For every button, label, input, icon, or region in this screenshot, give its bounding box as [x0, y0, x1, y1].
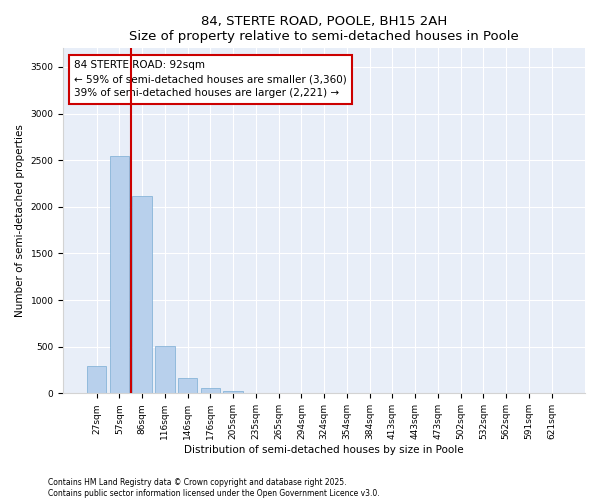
Bar: [87, 366, 106, 394]
Text: 84 STERTE ROAD: 92sqm
← 59% of semi-detached houses are smaller (3,360)
39% of s: 84 STERTE ROAD: 92sqm ← 59% of semi-deta…: [74, 60, 346, 98]
Text: Contains HM Land Registry data © Crown copyright and database right 2025.
Contai: Contains HM Land Registry data © Crown c…: [48, 478, 380, 498]
Bar: [223, 392, 243, 394]
Bar: [110, 156, 129, 394]
Bar: [246, 392, 266, 394]
Title: 84, STERTE ROAD, POOLE, BH15 2AH
Size of property relative to semi-detached hous: 84, STERTE ROAD, POOLE, BH15 2AH Size of…: [129, 15, 519, 43]
X-axis label: Distribution of semi-detached houses by size in Poole: Distribution of semi-detached houses by …: [184, 445, 464, 455]
Bar: [155, 346, 175, 394]
Bar: [133, 196, 152, 394]
Y-axis label: Number of semi-detached properties: Number of semi-detached properties: [15, 124, 25, 318]
Bar: [201, 388, 220, 394]
Bar: [178, 378, 197, 394]
